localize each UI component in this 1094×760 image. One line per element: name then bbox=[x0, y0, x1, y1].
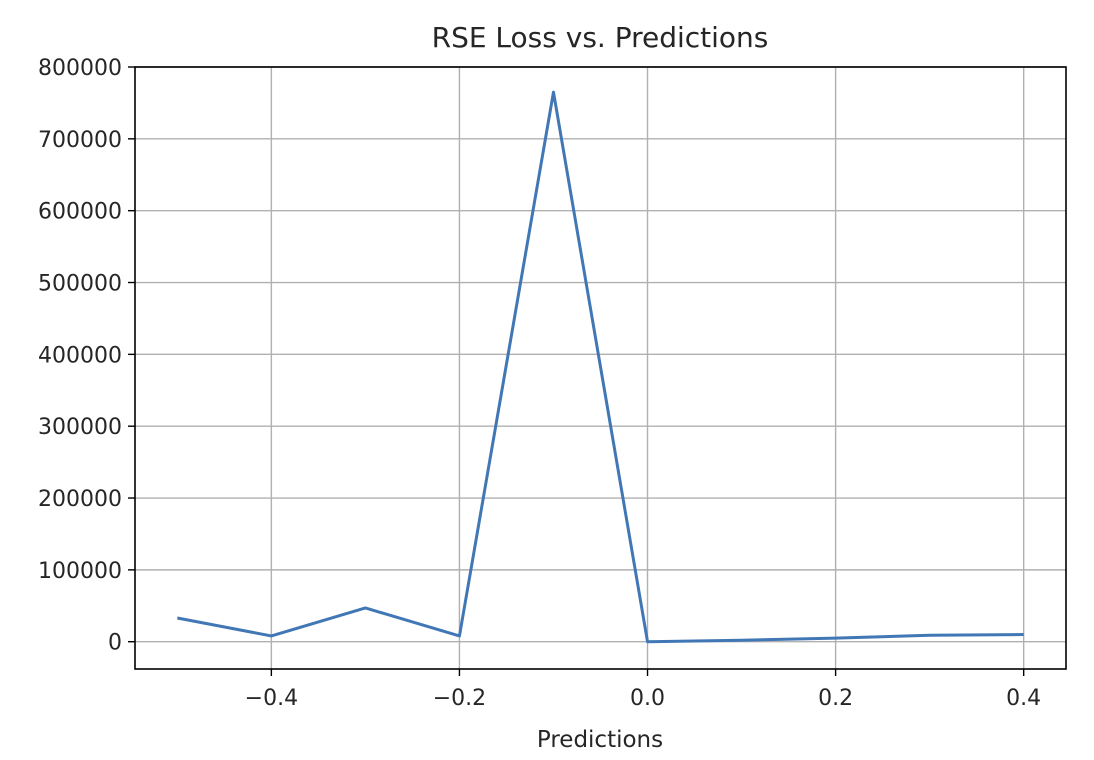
y-tick-label: 0 bbox=[108, 631, 122, 656]
y-tick-label: 400000 bbox=[38, 343, 122, 368]
ticks: −0.4 −0.2 0.0 0.2 0.4 0 100000 200000 300000 4000… bbox=[38, 56, 1041, 711]
series-line bbox=[177, 90, 1024, 644]
x-tick-label: −0.4 bbox=[245, 686, 298, 711]
y-tick-label: 600000 bbox=[38, 200, 122, 225]
chart-title: RSE Loss vs. Predictions bbox=[432, 21, 769, 54]
y-tick-label: 200000 bbox=[38, 487, 122, 512]
x-tick-label: −0.2 bbox=[433, 686, 486, 711]
x-tick-label: 0.2 bbox=[818, 686, 853, 711]
plot-frame bbox=[134, 66, 1067, 670]
y-tick-label: 100000 bbox=[38, 559, 122, 584]
series-layer bbox=[177, 90, 1024, 644]
y-tick-label: 500000 bbox=[38, 272, 122, 297]
x-tick-label: 0.4 bbox=[1006, 686, 1041, 711]
x-axis-title: Predictions bbox=[537, 727, 663, 753]
y-tick-label: 800000 bbox=[38, 56, 122, 81]
y-tick-label: 700000 bbox=[38, 128, 122, 153]
x-tick-label: 0.0 bbox=[630, 686, 665, 711]
y-tick-label: 300000 bbox=[38, 415, 122, 440]
